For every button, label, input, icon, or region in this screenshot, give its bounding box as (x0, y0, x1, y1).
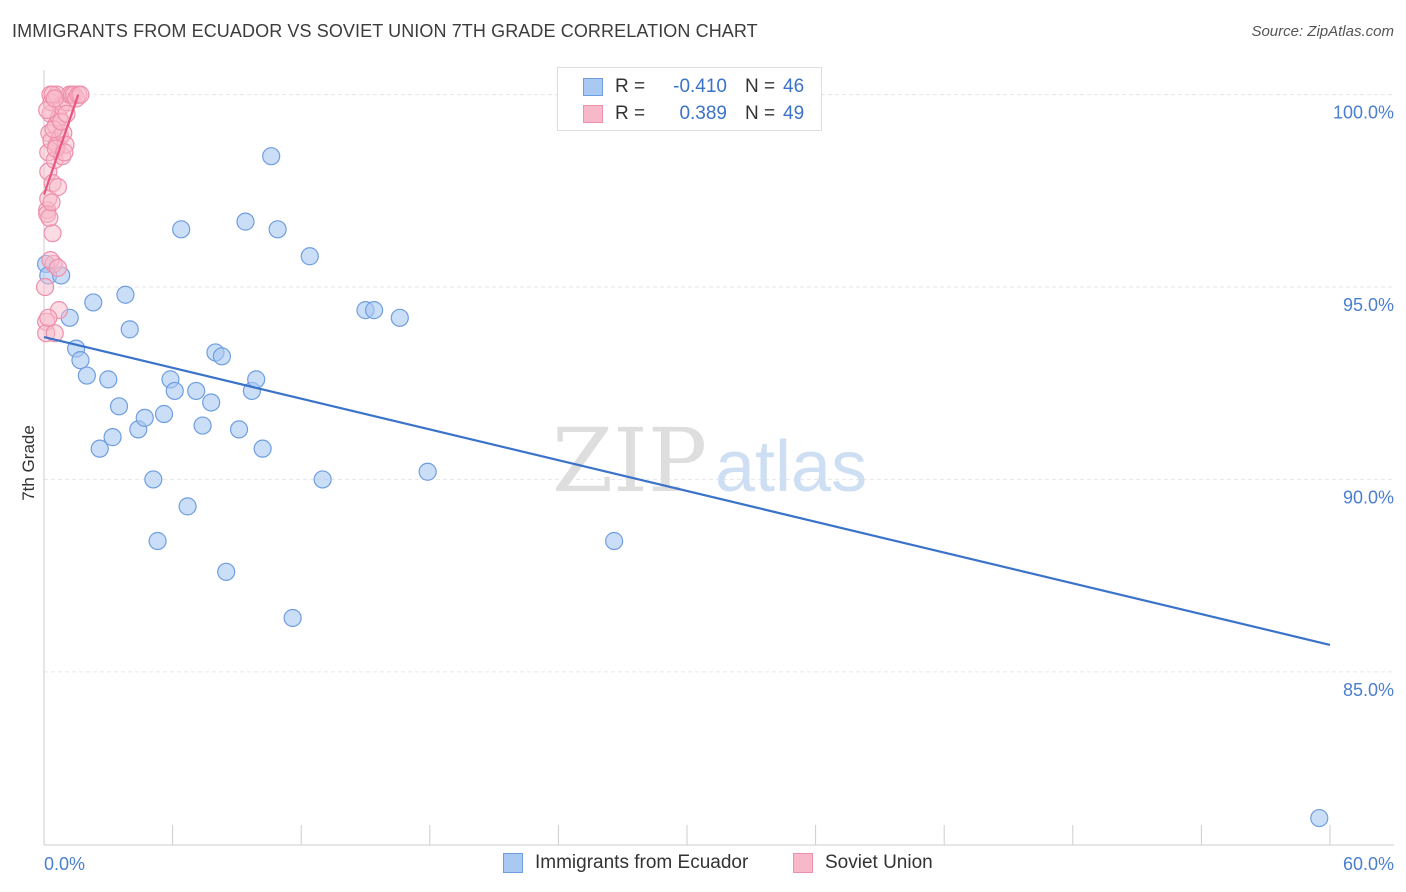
point-ecuador (77, 366, 96, 385)
stats-row-soviet: R = 0.389 N = 49 (558, 101, 804, 127)
point-ecuador (116, 285, 135, 304)
point-ecuador (148, 531, 167, 551)
x-tick-label-left: 0.0% (44, 854, 85, 874)
point-soviet (71, 85, 90, 104)
point-ecuador (172, 220, 191, 239)
legend-label-ecuador: Immigrants from Ecuador (535, 852, 749, 873)
x-tick-label-right: 60.0% (1343, 854, 1394, 874)
point-ecuador (1310, 808, 1329, 828)
point-ecuador (135, 408, 154, 427)
point-soviet (35, 277, 55, 297)
stats-n-value: 46 (783, 76, 805, 97)
point-ecuador (217, 562, 236, 581)
watermark-zip: ZIP (552, 409, 707, 512)
point-ecuador (193, 416, 212, 435)
stats-r-label: R = (615, 103, 646, 124)
point-ecuador (109, 397, 129, 416)
point-soviet (45, 89, 64, 108)
data-points (35, 85, 1329, 828)
stats-row-ecuador: R = -0.410 N = 46 (558, 74, 804, 100)
point-ecuador (364, 301, 384, 320)
trend-line-ecuador (43, 335, 1331, 646)
stats-n-label: N = (745, 76, 776, 97)
point-ecuador (103, 428, 122, 447)
source-label: Source: ZipAtlas.com (1251, 23, 1394, 40)
series-legend: Immigrants from Ecuador Soviet Union (0, 852, 1406, 878)
point-ecuador (187, 381, 206, 401)
y-tick-label: 85.0% (1343, 680, 1394, 700)
legend-item-soviet[interactable]: Soviet Union (793, 852, 933, 874)
stats-swatch-ecuador (583, 78, 603, 96)
legend-label-soviet: Soviet Union (825, 852, 933, 873)
point-soviet (42, 193, 61, 212)
point-ecuador (283, 608, 302, 628)
stats-r-value: -0.410 (673, 76, 727, 97)
point-soviet (48, 177, 68, 197)
legend-swatch-ecuador (503, 853, 523, 873)
legend-item-ecuador[interactable]: Immigrants from Ecuador (503, 852, 748, 874)
point-ecuador (253, 439, 272, 458)
point-ecuador (605, 531, 624, 551)
trend-lines (42, 94, 1331, 646)
point-ecuador (165, 381, 184, 401)
point-ecuador (300, 247, 319, 266)
y-tick-labels: 100.0% 95.0% 90.0% 85.0% (1333, 103, 1394, 700)
y-tick-label: 95.0% (1343, 295, 1394, 315)
point-ecuador (178, 497, 197, 516)
stats-r-label: R = (615, 76, 646, 97)
trend-line-soviet (42, 94, 80, 196)
stats-legend: R = -0.410 N = 46 R = 0.389 N = 49 (557, 67, 822, 131)
point-ecuador (390, 308, 409, 327)
point-ecuador (212, 347, 231, 366)
point-ecuador (154, 404, 174, 424)
point-soviet (48, 258, 68, 277)
stats-r-value: 0.389 (679, 103, 727, 124)
watermark: ZIP atlas (552, 409, 867, 512)
point-ecuador (418, 462, 437, 481)
point-ecuador (262, 147, 281, 166)
gridlines (44, 94, 1394, 673)
y-axis-title: 7th Grade (19, 425, 38, 501)
point-ecuador (313, 470, 332, 489)
chart-title: IMMIGRANTS FROM ECUADOR VS SOVIET UNION … (12, 21, 758, 41)
stats-swatch-soviet (583, 105, 603, 123)
point-ecuador (229, 420, 249, 439)
y-tick-label: 100.0% (1333, 103, 1394, 123)
point-soviet (40, 208, 59, 227)
point-ecuador (202, 393, 221, 412)
point-ecuador (120, 320, 139, 339)
legend-swatch-soviet (793, 853, 813, 873)
y-tick-label: 90.0% (1343, 487, 1394, 507)
point-soviet (43, 224, 62, 243)
stats-n-label: N = (745, 103, 776, 124)
point-ecuador (84, 293, 103, 312)
point-ecuador (144, 470, 163, 489)
point-soviet (45, 324, 64, 343)
stats-n-value: 49 (783, 103, 805, 124)
watermark-atlas: atlas (715, 427, 867, 507)
point-ecuador (99, 370, 118, 389)
point-soviet (39, 308, 58, 327)
point-ecuador (90, 439, 109, 458)
point-ecuador (236, 212, 255, 231)
point-ecuador (268, 220, 287, 239)
point-ecuador (71, 351, 90, 370)
